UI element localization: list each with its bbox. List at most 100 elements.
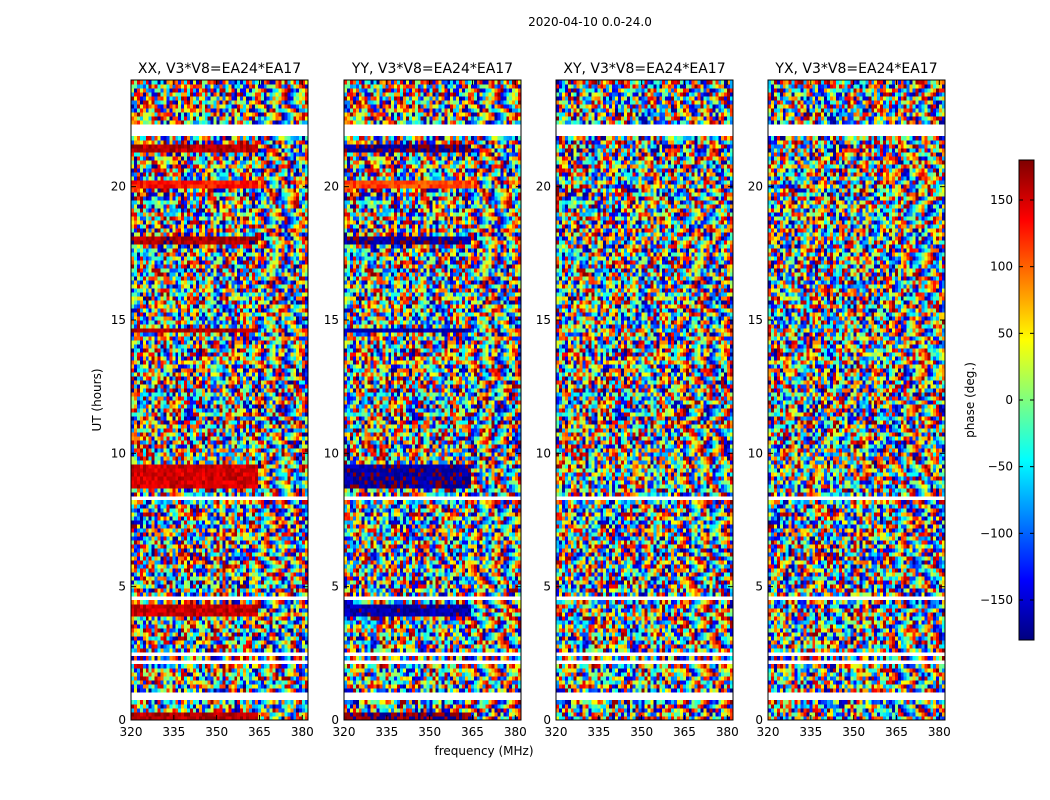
heatmap-cell xyxy=(284,404,288,409)
heatmap-cell xyxy=(154,644,158,649)
heatmap-cell xyxy=(184,364,188,369)
heatmap-cell xyxy=(198,644,203,649)
heatmap-cell xyxy=(231,408,235,413)
heatmap-cell xyxy=(260,572,265,577)
heatmap-cell xyxy=(210,456,214,461)
heatmap-cell xyxy=(228,672,232,677)
heatmap-cell xyxy=(151,520,155,525)
heatmap-cell xyxy=(133,432,138,437)
heatmap-cell xyxy=(272,424,276,429)
heatmap-cell xyxy=(249,396,253,401)
heatmap-cell xyxy=(187,484,191,489)
heatmap-cell xyxy=(195,384,200,389)
heatmap-cell xyxy=(201,412,206,417)
heatmap-cell xyxy=(195,492,200,497)
heatmap-cell xyxy=(157,672,161,677)
heatmap-cell xyxy=(133,612,138,617)
heatmap-cell xyxy=(287,712,291,717)
heatmap-cell xyxy=(284,536,288,541)
heatmap-cell xyxy=(157,664,161,669)
heatmap-cell xyxy=(148,616,153,621)
heatmap-cell xyxy=(163,520,167,525)
heatmap-cell xyxy=(278,372,282,377)
heatmap-cell xyxy=(287,684,291,689)
heatmap-cell xyxy=(154,384,158,389)
heatmap-cell xyxy=(272,540,276,545)
heatmap-cell xyxy=(225,520,229,525)
heatmap-cell xyxy=(257,520,262,525)
heatmap-cell xyxy=(228,384,232,389)
heatmap-cell xyxy=(263,640,268,645)
heatmap-cell xyxy=(293,540,297,545)
heatmap-cell xyxy=(195,708,200,713)
heatmap-cell xyxy=(210,704,214,709)
heatmap-cell xyxy=(296,472,300,477)
heatmap-cell xyxy=(184,700,188,705)
heatmap-cell xyxy=(178,620,182,625)
heatmap-cell xyxy=(172,364,176,369)
heatmap-cell xyxy=(210,584,214,589)
heatmap-cell xyxy=(157,564,161,569)
heatmap-cell xyxy=(266,452,271,457)
heatmap-cell xyxy=(260,400,265,405)
heatmap-cell xyxy=(228,408,232,413)
heatmap-cell xyxy=(163,516,167,521)
heatmap-cell xyxy=(133,516,138,521)
heatmap-cell xyxy=(222,468,226,473)
heatmap-cell xyxy=(148,704,153,709)
heatmap-cell xyxy=(213,524,217,529)
heatmap-cell xyxy=(198,620,203,625)
heatmap-cell xyxy=(266,468,271,473)
heatmap-cell xyxy=(305,548,309,553)
heatmap-cell xyxy=(272,528,276,533)
heatmap-cell xyxy=(201,644,206,649)
heatmap-cell xyxy=(234,468,238,473)
heatmap-cell xyxy=(234,664,238,669)
heatmap-cell xyxy=(210,508,214,513)
heatmap-cell xyxy=(284,412,288,417)
heatmap-cell xyxy=(204,560,209,565)
heatmap-cell xyxy=(305,408,309,413)
heatmap-cell xyxy=(207,572,212,577)
heatmap-cell xyxy=(240,572,244,577)
heatmap-cell xyxy=(222,404,226,409)
heatmap-cell xyxy=(163,428,167,433)
heatmap-cell xyxy=(181,716,185,721)
heatmap-cell xyxy=(145,620,150,625)
heatmap-cell xyxy=(172,680,176,685)
heatmap-cell xyxy=(296,404,300,409)
heatmap-cell xyxy=(305,424,309,429)
heatmap-cell xyxy=(275,400,279,405)
heatmap-cell xyxy=(210,448,214,453)
heatmap-cell xyxy=(172,552,176,557)
heatmap-cell xyxy=(195,428,200,433)
heatmap-cell xyxy=(163,360,167,365)
heatmap-cell xyxy=(272,612,276,617)
heatmap-cell xyxy=(190,600,194,605)
heatmap-cell xyxy=(249,364,253,369)
heatmap-cell xyxy=(201,624,206,629)
heatmap-cell xyxy=(204,556,209,561)
heatmap-cell xyxy=(254,476,259,481)
heatmap-cell xyxy=(299,640,303,645)
heatmap-cell xyxy=(260,588,265,593)
heatmap-cell xyxy=(266,624,271,629)
heatmap-cell xyxy=(154,620,158,625)
heatmap-cell xyxy=(151,372,155,377)
heatmap-cell xyxy=(243,656,247,661)
heatmap-cell xyxy=(154,600,158,605)
heatmap-cell xyxy=(254,440,259,445)
heatmap-cell xyxy=(240,612,244,617)
heatmap-cell xyxy=(169,488,173,493)
heatmap-cell xyxy=(187,548,191,553)
heatmap-cell xyxy=(210,656,214,661)
heatmap-cell xyxy=(234,572,238,577)
heatmap-cell xyxy=(269,560,273,565)
heatmap-cell xyxy=(192,664,197,669)
heatmap-cell xyxy=(204,456,209,461)
heatmap-cell xyxy=(281,512,285,517)
heatmap-cell xyxy=(278,512,282,517)
heatmap-cell xyxy=(272,716,276,721)
heatmap-cell xyxy=(254,412,259,417)
heatmap-cell xyxy=(269,524,273,529)
